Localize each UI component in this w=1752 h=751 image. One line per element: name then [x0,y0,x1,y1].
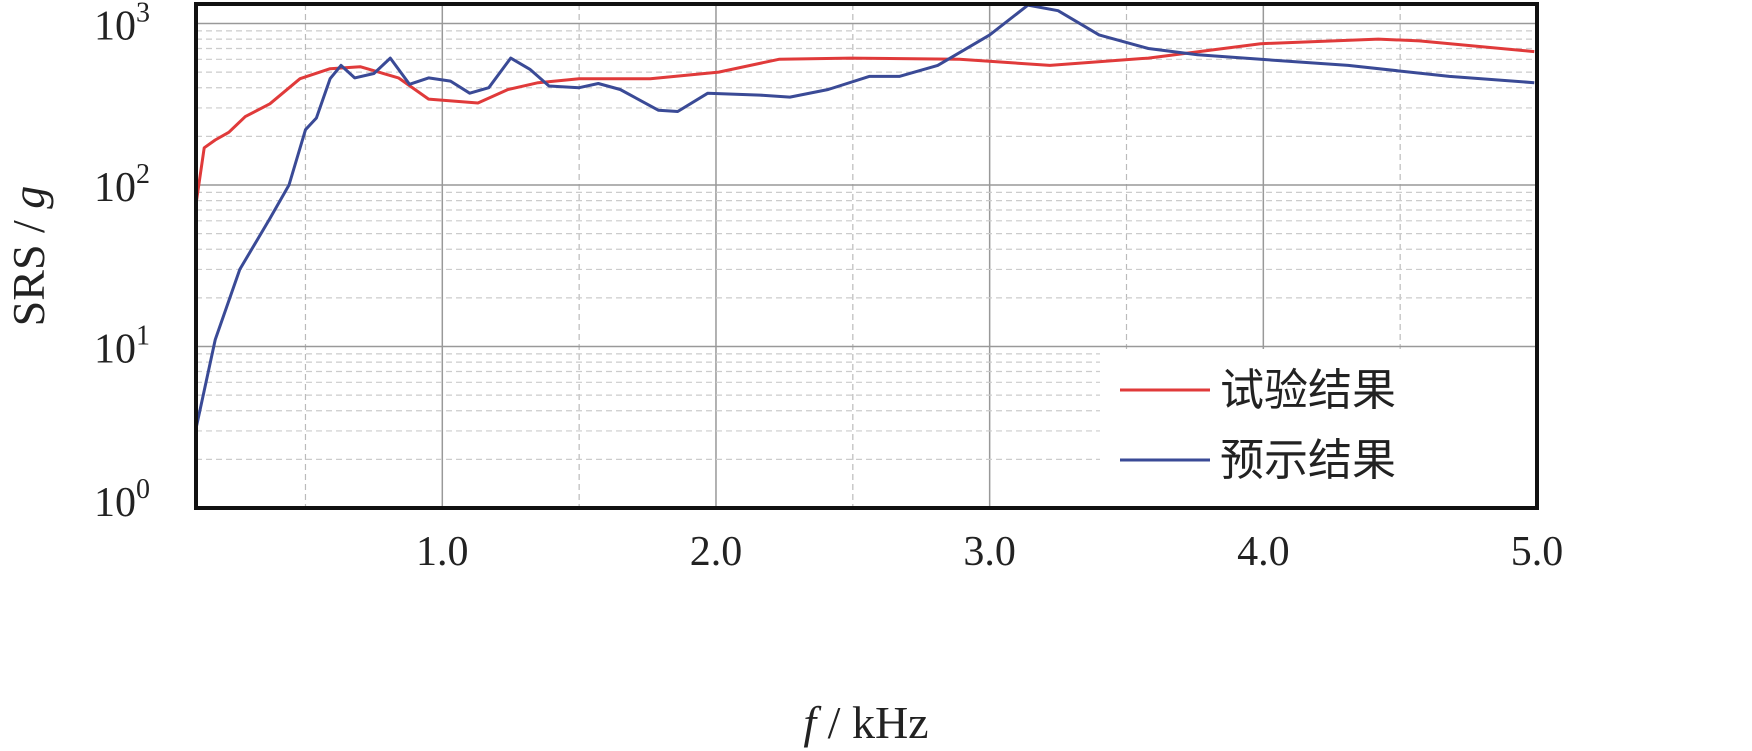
y-tick-label: 101 [94,320,150,372]
grid [196,4,1537,508]
x-tick-label: 4.0 [1237,529,1290,575]
plot-frame [194,2,1539,510]
series-line-0 [194,37,1535,205]
y-tick-label: 100 [94,474,150,526]
legend-label-0: 试验结果 [1220,365,1396,416]
x-tick-label: 5.0 [1511,529,1564,575]
legend-box [1100,349,1535,506]
y-tick-label: 103 [94,0,150,49]
y-tick-label: 102 [94,159,150,211]
x-tick-label: 3.0 [963,529,1016,575]
series-line-1 [194,3,1535,429]
x-tick-label: 2.0 [690,529,743,575]
y-ticks: 100 101 102 103 [94,0,150,526]
y-axis-label: SRS / g [3,186,54,327]
x-tick-label: 1.0 [416,529,469,575]
legend-label-1: 预示结果 [1220,435,1396,486]
series-lines [194,3,1535,429]
x-axis-label: f / kHz [803,697,928,748]
x-ticks: 1.0 2.0 3.0 4.0 5.0 [416,529,1563,575]
